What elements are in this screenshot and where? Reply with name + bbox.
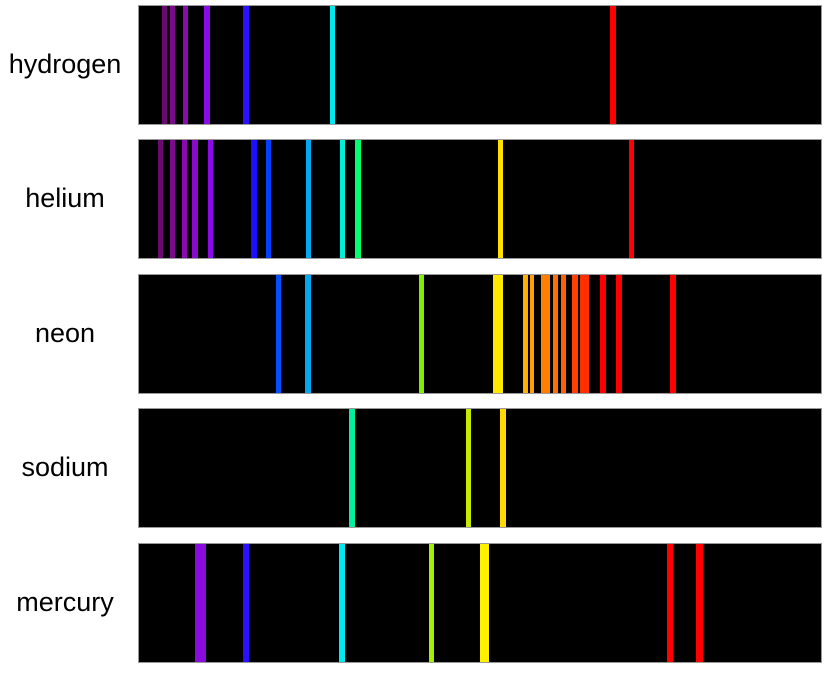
spectral-line: [170, 140, 175, 258]
spectral-line: [610, 6, 616, 124]
spectral-line: [266, 140, 271, 258]
spectral-line: [251, 140, 257, 258]
spectral-line: [523, 275, 528, 393]
element-label-sodium: sodium: [21, 452, 109, 482]
element-label-neon: neon: [34, 318, 96, 348]
element-label-helium: helium: [25, 183, 105, 213]
spectral-line: [158, 140, 163, 258]
spectral-line: [667, 544, 673, 662]
element-label-hydrogen: hydrogen: [8, 49, 122, 79]
element-label-mercury: mercury: [16, 587, 114, 617]
spectral-line: [572, 275, 578, 393]
spectral-line: [305, 275, 311, 393]
spectral-line: [355, 140, 361, 258]
spectral-line: [541, 275, 550, 393]
spectrum-panel-mercury: [138, 543, 822, 663]
spectral-line: [243, 544, 249, 662]
spectrum-panel-sodium: [138, 408, 822, 528]
spectral-line: [616, 275, 622, 393]
spectral-line: [553, 275, 558, 393]
spectral-line: [208, 140, 213, 258]
spectral-line: [480, 544, 489, 662]
spectral-line: [330, 6, 335, 124]
spectral-line: [162, 6, 167, 124]
spectral-line: [243, 6, 249, 124]
spectrum-panel-hydrogen: [138, 5, 822, 125]
spectral-line: [306, 140, 311, 258]
spectrum-panel-helium: [138, 139, 822, 259]
spectral-line: [429, 544, 434, 662]
spectral-line: [580, 275, 589, 393]
spectral-line: [629, 140, 634, 258]
spectral-line: [561, 275, 566, 393]
spectral-line: [340, 140, 345, 258]
spectral-line: [182, 140, 187, 258]
spectral-line: [696, 544, 703, 662]
spectral-line: [204, 6, 210, 124]
spectral-line: [419, 275, 424, 393]
spectral-line: [600, 275, 606, 393]
spectral-line: [493, 275, 503, 393]
spectral-line: [466, 409, 471, 527]
spectral-line: [670, 275, 676, 393]
spectral-line: [192, 140, 198, 258]
spectrum-panel-neon: [138, 274, 822, 394]
spectral-line: [195, 544, 206, 662]
spectral-line: [530, 275, 534, 393]
spectral-line: [498, 140, 503, 258]
spectral-line: [183, 6, 188, 124]
spectral-line: [500, 409, 506, 527]
spectral-line: [339, 544, 345, 662]
spectral-line: [349, 409, 355, 527]
spectral-line: [276, 275, 281, 393]
spectral-line: [170, 6, 175, 124]
